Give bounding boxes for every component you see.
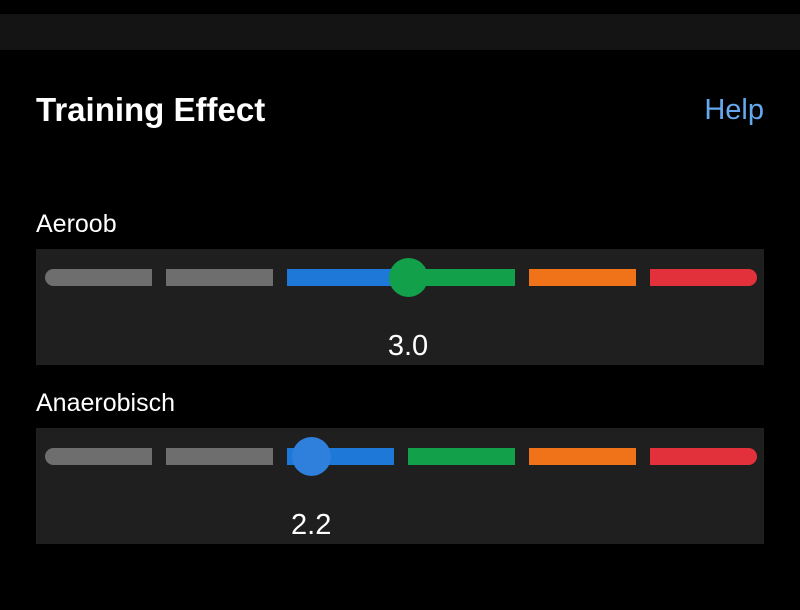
gauge-segment-6 [650, 269, 757, 286]
gauge-segment-3 [287, 269, 394, 286]
anaerobic-value: 2.2 [291, 509, 332, 541]
aerobic-gauge-panel: 3.0 [36, 249, 764, 365]
anaerobic-label: Anaerobisch [36, 389, 175, 417]
help-link[interactable]: Help [704, 94, 764, 126]
gauge-segment-6 [650, 448, 757, 465]
page-title: Training Effect [36, 91, 266, 128]
gauge-segment-5 [529, 448, 636, 465]
gauge-segment-5 [529, 269, 636, 286]
gauge-segment-4 [408, 269, 515, 286]
gauge-segment-1 [45, 448, 152, 465]
anaerobic-gauge-panel: 2.2 [36, 428, 764, 544]
gauge-segment-2 [166, 269, 273, 286]
top-bar [0, 14, 800, 50]
aerobic-gauge-knob[interactable] [388, 258, 428, 297]
gauge-segment-2 [166, 448, 273, 465]
gauge-segment-1 [45, 269, 152, 286]
anaerobic-gauge-knob[interactable] [291, 437, 331, 476]
aerobic-value: 3.0 [387, 330, 429, 362]
gauge-segment-4 [408, 448, 515, 465]
aerobic-label: Aeroob [36, 210, 117, 238]
